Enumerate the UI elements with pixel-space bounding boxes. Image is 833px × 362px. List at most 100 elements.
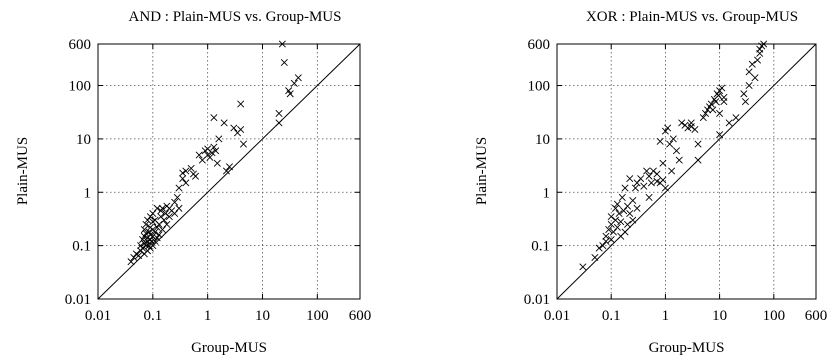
data-point	[753, 56, 762, 64]
y-tick-label: 0.01	[524, 292, 550, 308]
data-point	[142, 242, 150, 250]
y-axis-label: Plain-MUS	[474, 137, 490, 205]
data-point	[208, 149, 216, 157]
data-point	[579, 263, 587, 271]
data-point	[732, 114, 740, 122]
data-point	[637, 175, 645, 183]
data-point	[656, 137, 664, 145]
data-point	[661, 127, 669, 135]
data-point	[139, 244, 147, 252]
data-point	[280, 58, 288, 67]
x-tick-label: 600	[805, 308, 828, 324]
data-point	[618, 193, 626, 201]
data-point	[149, 232, 157, 240]
data-point	[212, 147, 220, 155]
data-point	[617, 218, 625, 226]
data-point	[716, 131, 724, 139]
data-point	[621, 228, 629, 236]
data-point	[647, 179, 655, 187]
diagonal-line	[556, 43, 817, 300]
data-point	[602, 237, 610, 245]
data-point	[659, 159, 667, 167]
data-point	[165, 213, 173, 221]
data-point	[595, 244, 603, 252]
data-point	[675, 156, 683, 164]
y-tick-label: 1	[84, 185, 92, 201]
chart-title: AND : Plain-MUS vs. Group-MUS	[129, 9, 342, 25]
data-point	[613, 200, 621, 208]
data-point	[140, 226, 148, 234]
y-tick-label: 600	[528, 37, 551, 53]
data-point	[631, 184, 639, 192]
data-point	[611, 216, 620, 224]
data-point	[127, 258, 135, 266]
data-point	[668, 167, 676, 175]
data-point	[709, 106, 717, 114]
x-tick-label: 100	[306, 308, 329, 324]
x-tick-label: 10	[712, 308, 727, 324]
y-tick-label: 0.1	[72, 239, 91, 255]
data-point	[278, 40, 286, 48]
x-tick-label: 1	[204, 308, 212, 324]
data-point	[669, 135, 677, 143]
data-point	[275, 109, 283, 117]
data-point	[160, 216, 168, 224]
diagonal-line	[97, 43, 361, 300]
data-point	[609, 228, 617, 236]
data-point	[716, 109, 724, 117]
data-point	[144, 216, 152, 224]
data-point	[760, 40, 768, 48]
data-point	[714, 91, 722, 100]
data-point	[163, 220, 171, 228]
data-point	[629, 197, 637, 205]
data-point	[155, 220, 163, 228]
x-tick-label: 0.1	[602, 308, 621, 324]
data-point	[599, 242, 607, 250]
x-tick-label: 0.01	[85, 308, 111, 324]
y-tick-label: 10	[76, 132, 91, 148]
data-point	[173, 193, 181, 201]
data-point	[225, 163, 234, 171]
data-point	[666, 140, 674, 148]
data-point	[171, 198, 179, 206]
data-point	[153, 234, 161, 242]
data-point	[151, 237, 159, 245]
plot-frame	[556, 43, 817, 300]
data-point	[149, 209, 157, 218]
plot-frame	[97, 43, 361, 300]
data-point	[139, 236, 147, 244]
data-point	[591, 253, 599, 261]
data-point	[182, 179, 190, 187]
data-point	[153, 204, 161, 212]
x-tick-label: 10	[255, 308, 270, 324]
chart-panel-and: AND : Plain-MUS vs. Group-MUS 0.010.01 0.1…	[15, 9, 371, 356]
data-point	[158, 204, 167, 212]
data-point	[626, 209, 634, 218]
data-point	[624, 220, 632, 228]
data-point	[607, 213, 615, 221]
data-point	[661, 184, 669, 192]
data-point	[286, 90, 294, 98]
data-point	[633, 204, 641, 212]
data-point	[130, 253, 138, 261]
data-point	[720, 98, 728, 106]
x-tick-label: 0.01	[544, 308, 570, 324]
data-point	[659, 176, 667, 184]
x-axis-label: Group-MUS	[649, 340, 725, 356]
data-point	[135, 252, 143, 260]
data-point	[645, 193, 653, 201]
y-axis-label: Plain-MUS	[15, 137, 31, 205]
data-point	[191, 172, 200, 180]
y-tick-label: 100	[528, 79, 551, 95]
data-point	[611, 204, 620, 212]
data-point	[158, 226, 167, 234]
data-point	[294, 74, 302, 82]
data-point	[678, 119, 686, 127]
data-point	[237, 100, 245, 108]
data-point	[756, 45, 764, 53]
data-point	[220, 119, 228, 127]
x-tick-label: 600	[349, 308, 372, 324]
data-point	[740, 90, 748, 98]
y-tick-label: 0.01	[65, 292, 91, 308]
